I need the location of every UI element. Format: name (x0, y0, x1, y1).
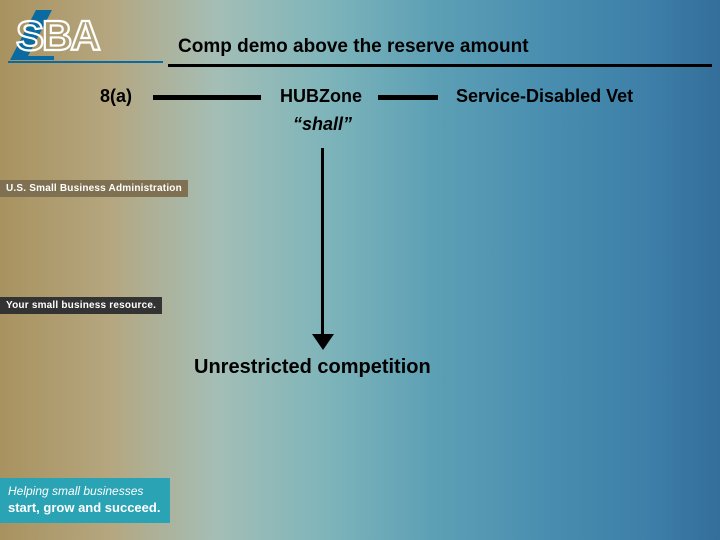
connector-left (153, 95, 261, 100)
category-sdvet: Service-Disabled Vet (456, 86, 633, 107)
category-hubzone: HUBZone (280, 86, 362, 107)
help-block: Helping small businesses start, grow and… (0, 478, 170, 523)
header: SBA Comp demo above the reserve amount (0, 0, 720, 72)
svg-text:SBA: SBA (16, 12, 100, 59)
slide-title: Comp demo above the reserve amount (178, 36, 529, 58)
side-label-resource: Your small business resource. (0, 297, 162, 314)
help-line2: start, grow and succeed. (8, 500, 160, 515)
slide: SBA Comp demo above the reserve amount 8… (0, 0, 720, 540)
shall-quote: “shall” (293, 114, 352, 135)
sba-logo: SBA (8, 6, 163, 64)
category-8a: 8(a) (100, 86, 132, 107)
help-line1: Helping small businesses (8, 484, 160, 498)
title-underline (168, 64, 712, 67)
side-label-admin: U.S. Small Business Administration (0, 180, 188, 197)
connector-right (378, 95, 438, 100)
arrow-down-shaft (321, 148, 324, 334)
arrow-down-head (312, 334, 334, 350)
result-text: Unrestricted competition (194, 356, 431, 379)
